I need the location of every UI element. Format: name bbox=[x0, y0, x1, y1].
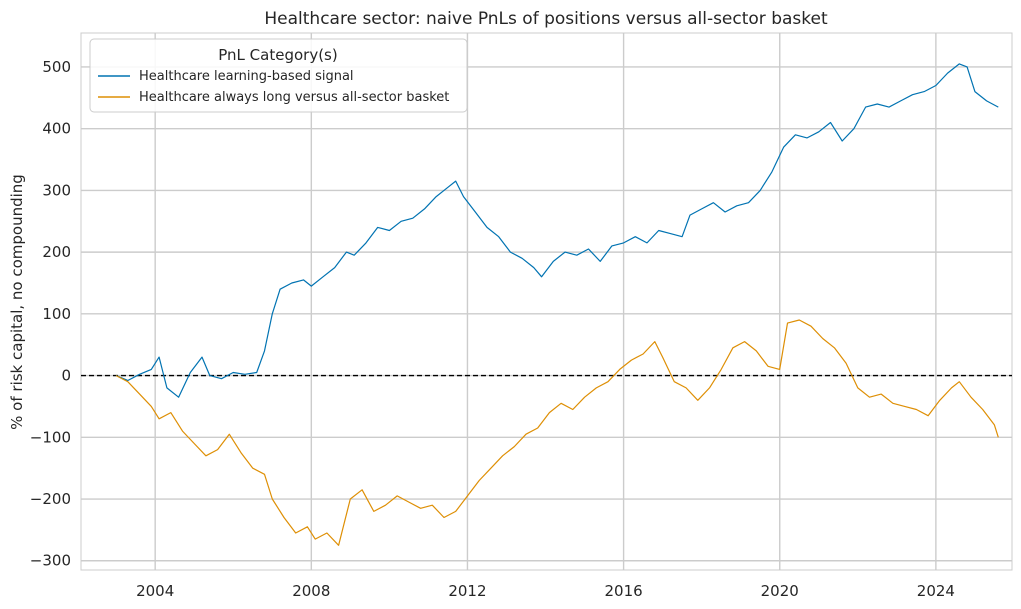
x-tick-label: 2012 bbox=[448, 582, 486, 600]
y-tick-label: 300 bbox=[42, 181, 71, 199]
legend-title: PnL Category(s) bbox=[218, 46, 337, 64]
y-tick-label: 0 bbox=[61, 367, 71, 385]
legend-box bbox=[89, 38, 468, 113]
series-line-always-long bbox=[115, 319, 999, 546]
tick-labels: 2004 2008 2012 2016 2020 2024 −300 −200 −100 0 100… bbox=[30, 58, 955, 600]
x-tick-label: 2024 bbox=[917, 582, 955, 600]
y-tick-label: 200 bbox=[42, 243, 71, 261]
plot-area bbox=[80, 32, 1013, 571]
grid bbox=[80, 32, 1013, 571]
y-tick-label: −300 bbox=[30, 552, 71, 570]
legend: PnL Category(s) Healthcare learning-base… bbox=[89, 38, 468, 113]
chart-title: Healthcare sector: naive PnLs of positio… bbox=[264, 9, 828, 29]
legend-label-learning-signal: Healthcare learning-based signal bbox=[139, 69, 354, 84]
x-tick-label: 2016 bbox=[605, 582, 643, 600]
x-tick-label: 2020 bbox=[761, 582, 799, 600]
y-tick-label: 500 bbox=[42, 58, 71, 76]
y-tick-label: −200 bbox=[30, 490, 71, 508]
x-tick-label: 2004 bbox=[136, 582, 174, 600]
series-group bbox=[115, 63, 999, 546]
y-tick-label: 100 bbox=[42, 305, 71, 323]
y-axis-title: % of risk capital, no compounding bbox=[8, 174, 26, 430]
y-tick-label: 400 bbox=[42, 120, 71, 138]
x-tick-label: 2008 bbox=[292, 582, 330, 600]
series-line-learning-signal bbox=[115, 63, 999, 398]
legend-label-always-long: Healthcare always long versus all-sector… bbox=[139, 90, 449, 105]
y-tick-label: −100 bbox=[30, 428, 71, 446]
